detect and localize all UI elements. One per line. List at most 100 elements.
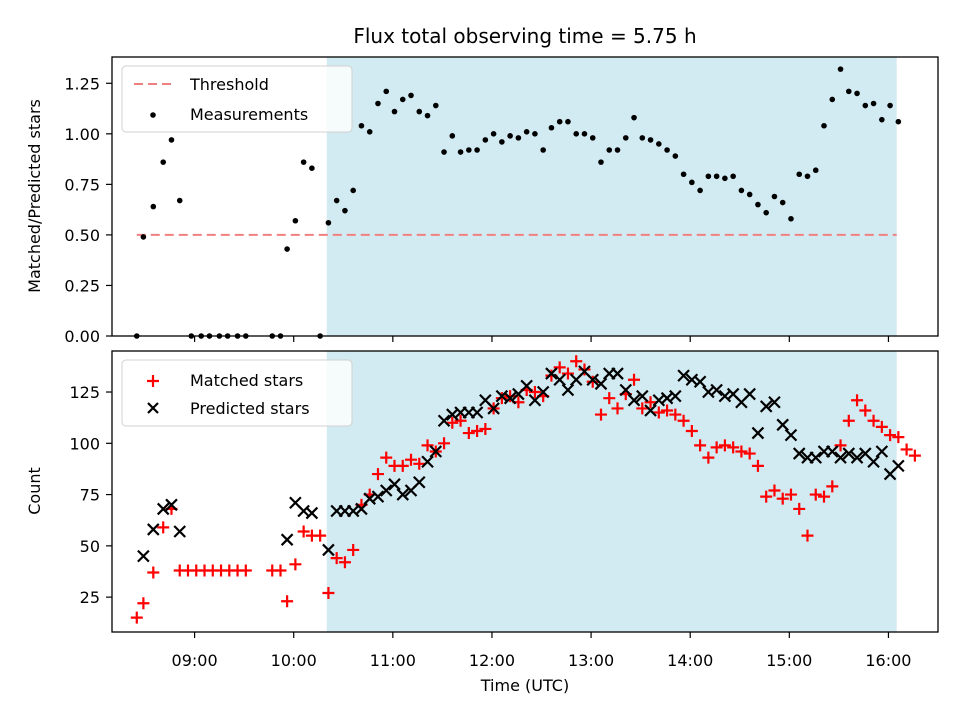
predicted-star-point — [437, 414, 451, 428]
measurement-point — [408, 92, 414, 99]
matched-star-point — [297, 525, 310, 538]
measurement-point — [532, 131, 538, 137]
measurement-point — [482, 137, 489, 143]
predicted-star-point — [388, 478, 401, 491]
predicted-star-point — [693, 375, 707, 389]
matched-star-point — [603, 392, 616, 405]
matched-star-point — [570, 355, 583, 368]
measurement-point — [540, 147, 546, 153]
predicted-star-point — [809, 451, 823, 464]
predicted-star-point — [396, 488, 410, 501]
matched-star-point — [900, 443, 913, 456]
matched-star-point — [553, 361, 566, 374]
measurement-point — [614, 147, 621, 153]
measurement-point — [358, 122, 365, 129]
matched-star-point — [735, 445, 748, 458]
predicted-star-point — [875, 445, 889, 458]
measurement-point — [150, 203, 157, 210]
top-y-tick-label: 0.25 — [64, 276, 100, 295]
matched-star-point — [751, 459, 764, 472]
matched-star-point — [859, 404, 872, 417]
measurement-point — [722, 175, 728, 182]
top-y-axis-label: Matched/Predicted stars — [25, 99, 44, 293]
legend-threshold-label: Threshold — [189, 75, 269, 94]
measurement-point — [713, 173, 720, 180]
x-tick-label: 15:00 — [766, 651, 812, 670]
measurement-point — [457, 149, 464, 155]
measurement-point — [598, 159, 604, 165]
bottom-legend: Matched stars Predicted stars — [121, 359, 353, 427]
measurement-point — [664, 147, 670, 153]
top-y-tick-label: 0.50 — [64, 226, 100, 245]
matched-star-point — [760, 490, 773, 503]
matched-star-point — [594, 408, 607, 421]
measurement-point — [474, 147, 480, 153]
top-y-tick-label: 0.75 — [64, 175, 100, 194]
matched-star-point — [628, 373, 641, 386]
measurement-point — [887, 102, 893, 109]
measurement-point — [581, 131, 588, 137]
measurement-point — [499, 139, 505, 145]
matched-star-point — [504, 390, 517, 403]
measurement-point — [845, 88, 852, 95]
predicted-star-point — [147, 523, 160, 536]
x-tick-label: 12:00 — [469, 651, 515, 670]
matched-star-point — [809, 488, 822, 501]
measurement-point — [647, 137, 654, 143]
predicted-star-point — [355, 502, 368, 516]
matched-star-point — [784, 488, 797, 501]
measurement-point — [837, 66, 844, 72]
measurement-point — [366, 129, 373, 135]
measurement-point — [656, 141, 662, 147]
matched-star-point — [322, 587, 335, 600]
matched-star-point — [330, 552, 343, 565]
predicted-star-point — [751, 426, 765, 440]
predicted-star-point — [421, 455, 434, 469]
predicted-star-point — [280, 533, 294, 546]
matched-star-point — [727, 441, 740, 454]
matched-star-point — [702, 451, 715, 464]
measurement-point — [523, 129, 530, 135]
predicted-star-point — [759, 400, 773, 413]
measurement-point — [168, 137, 175, 143]
matched-star-point — [495, 392, 508, 405]
bottom-y-axis-label: Count — [25, 467, 44, 515]
predicted-star-point — [669, 389, 682, 403]
matched-star-point — [438, 437, 451, 450]
bottom-y-tick-label: 125 — [69, 383, 100, 402]
predicted-star-point — [710, 383, 723, 397]
matched-star-point — [611, 402, 624, 415]
chart-title: Flux total observing time = 5.75 h — [353, 24, 696, 48]
bottom-axes-frame — [111, 350, 939, 633]
measurement-point — [738, 187, 745, 194]
matched-star-point — [147, 566, 160, 579]
predicted-star-point — [842, 447, 856, 460]
measurement-point — [821, 122, 827, 129]
matched-star-point — [826, 480, 839, 493]
predicted-star-point — [545, 367, 558, 380]
predicted-star-point — [470, 406, 484, 419]
matched-star-point — [867, 414, 880, 427]
matched-star-point — [694, 439, 707, 452]
legend-measurements-marker — [150, 112, 156, 118]
bottom-y-tick-label: 100 — [69, 434, 100, 453]
matched-star-point — [661, 404, 674, 417]
matched-star-point — [471, 424, 484, 437]
measurement-point — [788, 215, 794, 222]
bottom-y-tick-label: 25 — [80, 588, 100, 607]
measurement-point — [895, 118, 902, 125]
matched-star-point — [561, 367, 574, 380]
predicted-star-point — [792, 447, 806, 460]
measurement-point — [573, 131, 580, 137]
measurement-point — [325, 219, 332, 226]
measurement-point — [565, 118, 571, 125]
matched-star-point — [908, 449, 921, 462]
matched-star-point — [347, 543, 360, 556]
observing-span-top — [326, 57, 897, 336]
predicted-star-point — [137, 549, 150, 563]
predicted-star-point — [768, 395, 781, 409]
bottom-y-tick-label: 75 — [80, 486, 100, 505]
measurement-point — [140, 234, 147, 240]
measurement-point — [375, 100, 381, 107]
